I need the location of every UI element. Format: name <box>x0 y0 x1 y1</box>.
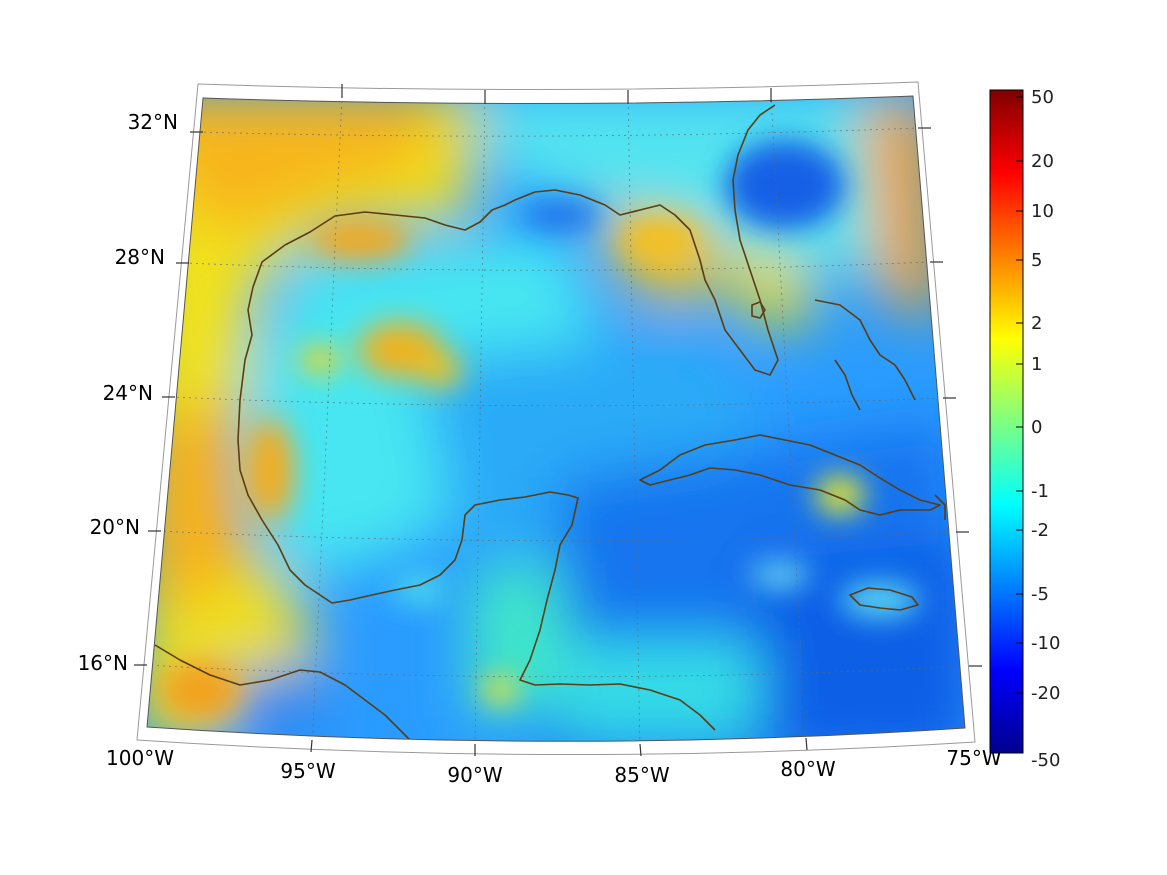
latitude-labels: 32°N 28°N 24°N 20°N 16°N <box>78 110 178 675</box>
lat-label-32n: 32°N <box>128 110 178 134</box>
jamaica <box>849 587 919 611</box>
colorbar-label: -50 <box>1031 750 1060 771</box>
mexico-coast <box>237 286 579 661</box>
data-field <box>147 96 965 742</box>
colorbar-label: 10 <box>1031 201 1054 222</box>
lake-okeechobee <box>751 301 766 319</box>
colorbar-label: -5 <box>1031 584 1049 605</box>
colorbar-label: -20 <box>1031 683 1060 704</box>
map-frame <box>134 81 982 757</box>
cuba <box>639 434 941 516</box>
colorbar-label: 50 <box>1031 87 1054 108</box>
lon-label-80w: 80°W <box>780 757 835 781</box>
us-gulf-coast <box>252 104 779 376</box>
colorbar-label: 20 <box>1031 151 1054 172</box>
colorbar-label: -1 <box>1031 481 1049 502</box>
lat-label-16n: 16°N <box>78 651 128 675</box>
longitude-labels: 100°W 95°W 90°W 85°W 80°W 75°W <box>106 746 1002 787</box>
hispaniola <box>934 494 946 520</box>
lon-label-90w: 90°W <box>447 763 502 787</box>
colorbar-label: -2 <box>1031 520 1049 541</box>
lon-label-85w: 85°W <box>614 763 669 787</box>
colorbar-gradient <box>989 89 1024 754</box>
central-america-coast <box>519 659 716 731</box>
bahamas <box>814 299 916 411</box>
colorbar-label: 0 <box>1031 417 1042 438</box>
coastlines <box>154 104 946 742</box>
pacific-coast <box>154 644 416 742</box>
lat-label-24n: 24°N <box>103 381 153 405</box>
colorbar-label: 2 <box>1031 313 1042 334</box>
lon-label-95w: 95°W <box>280 759 335 783</box>
colorbar-label: -10 <box>1031 633 1060 654</box>
lat-label-20n: 20°N <box>90 515 140 539</box>
colorbar-label: 1 <box>1031 354 1042 375</box>
lat-label-28n: 28°N <box>115 245 165 269</box>
colorbar-label: 5 <box>1031 250 1042 271</box>
lon-label-100w: 100°W <box>106 746 174 770</box>
